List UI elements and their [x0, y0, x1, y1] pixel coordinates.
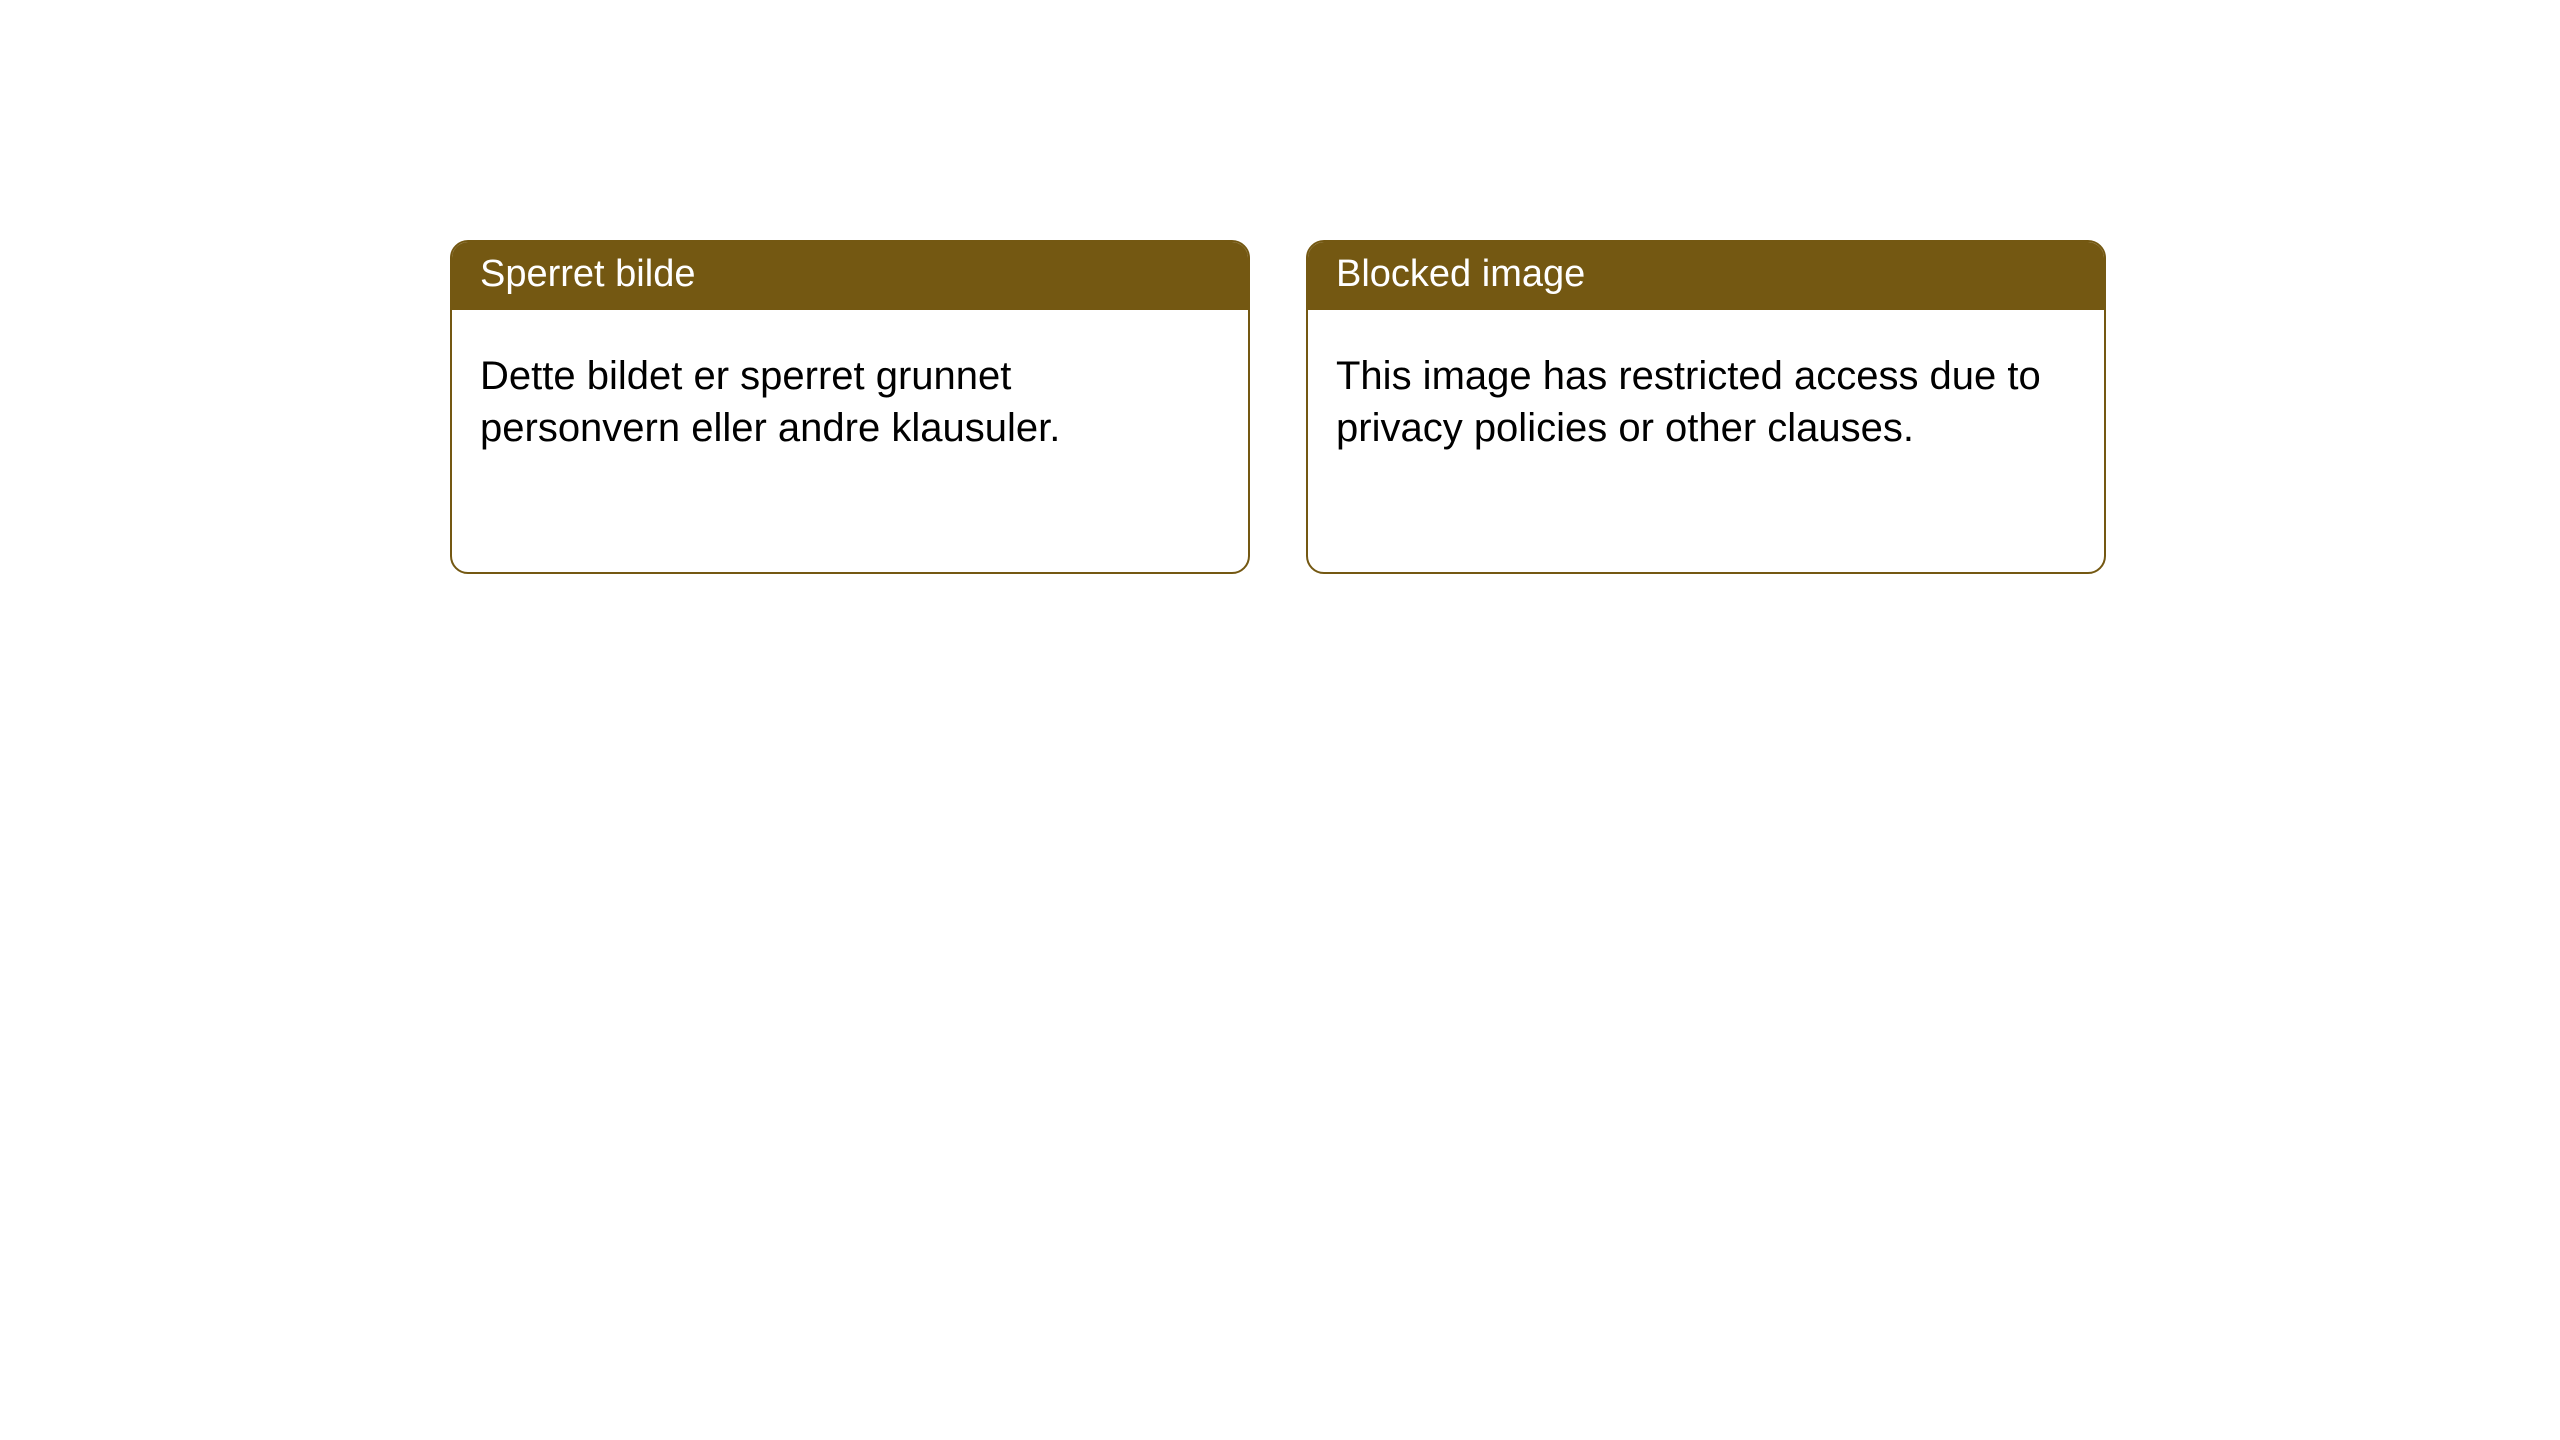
- notice-header: Sperret bilde: [452, 242, 1248, 310]
- notice-header: Blocked image: [1308, 242, 2104, 310]
- notice-card-norwegian: Sperret bilde Dette bildet er sperret gr…: [450, 240, 1250, 574]
- notice-body: This image has restricted access due to …: [1308, 310, 2104, 482]
- notice-card-english: Blocked image This image has restricted …: [1306, 240, 2106, 574]
- notice-body: Dette bildet er sperret grunnet personve…: [452, 310, 1248, 482]
- notice-container: Sperret bilde Dette bildet er sperret gr…: [0, 0, 2560, 574]
